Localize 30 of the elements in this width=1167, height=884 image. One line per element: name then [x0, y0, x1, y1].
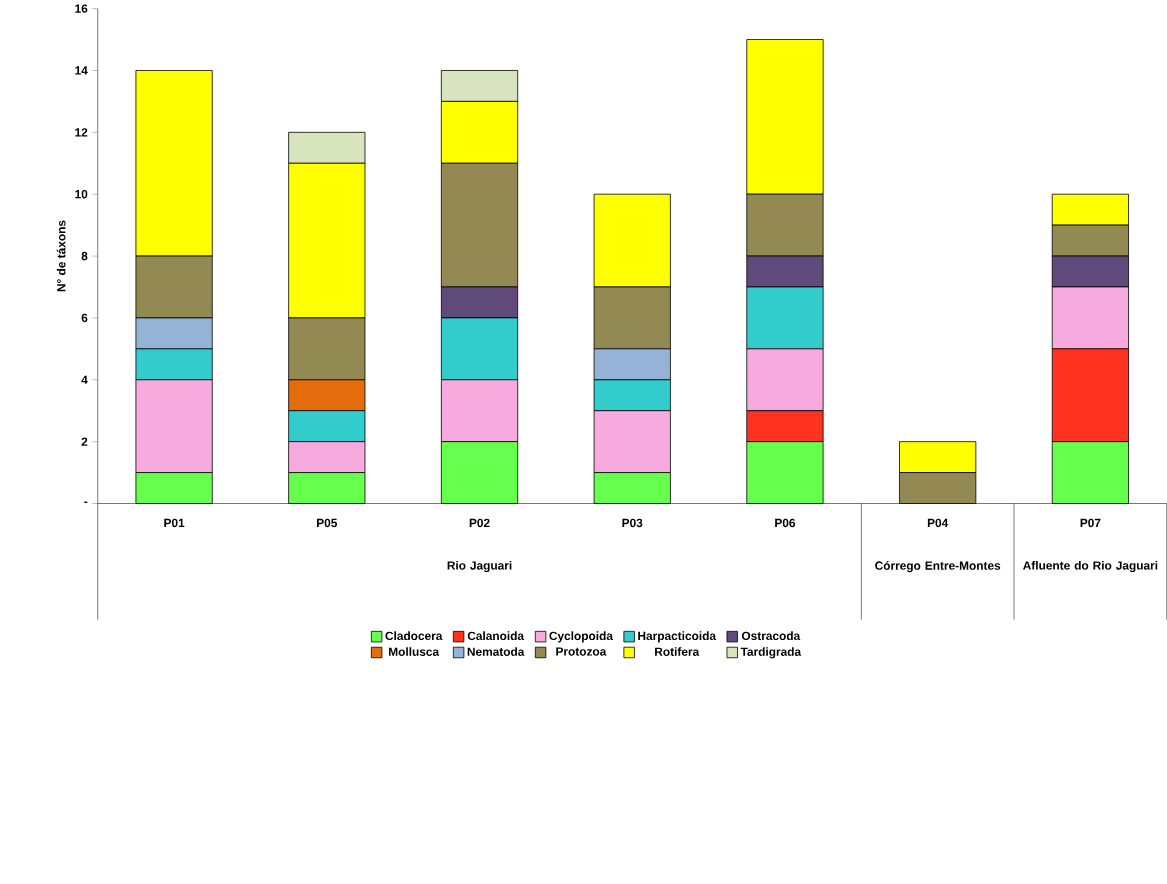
y-tick-label: 4	[81, 375, 88, 384]
text: Afluente do Rio Jaguari	[1023, 560, 1158, 573]
legend-label: Rotifera	[655, 647, 700, 656]
x-tick-label: P03	[622, 518, 643, 528]
legend-label: Tardigrada	[740, 647, 802, 659]
text: Córrego Entre-Montes	[875, 560, 1001, 573]
text: Rio Jaguari	[447, 560, 512, 573]
y-tick-label: 12	[75, 128, 88, 137]
y-tick-label: 14	[75, 66, 88, 75]
legend-label: Mollusca	[389, 647, 440, 656]
x-tick-label: P02	[469, 518, 490, 528]
legend-label: Harpacticoida	[638, 631, 717, 643]
legend-label: Ostracoda	[741, 631, 801, 641]
legend-label: Cladocera	[385, 631, 443, 641]
x-tick-label: P06	[775, 518, 796, 528]
x-tick-label: P05	[317, 518, 338, 528]
legend-label: Calanoida	[467, 631, 525, 641]
x-tick-label: P07	[1080, 518, 1101, 528]
legend-label: Protozoa	[556, 647, 607, 656]
legend-label: Nematoda	[467, 647, 525, 656]
y-tick-label: 2	[81, 437, 88, 446]
legend-label: Cyclopoida	[549, 631, 613, 643]
x-tick-label: P01	[164, 518, 185, 528]
y-tick-label: 6	[81, 313, 88, 323]
y-tick-label: -	[84, 501, 88, 504]
y-tick-label: 8	[81, 251, 88, 261]
y-axis-title: N° de táxons	[56, 220, 66, 292]
y-tick-label: 10	[75, 189, 88, 199]
y-tick-label: 16	[75, 4, 88, 13]
x-tick-label: P04	[927, 518, 949, 528]
